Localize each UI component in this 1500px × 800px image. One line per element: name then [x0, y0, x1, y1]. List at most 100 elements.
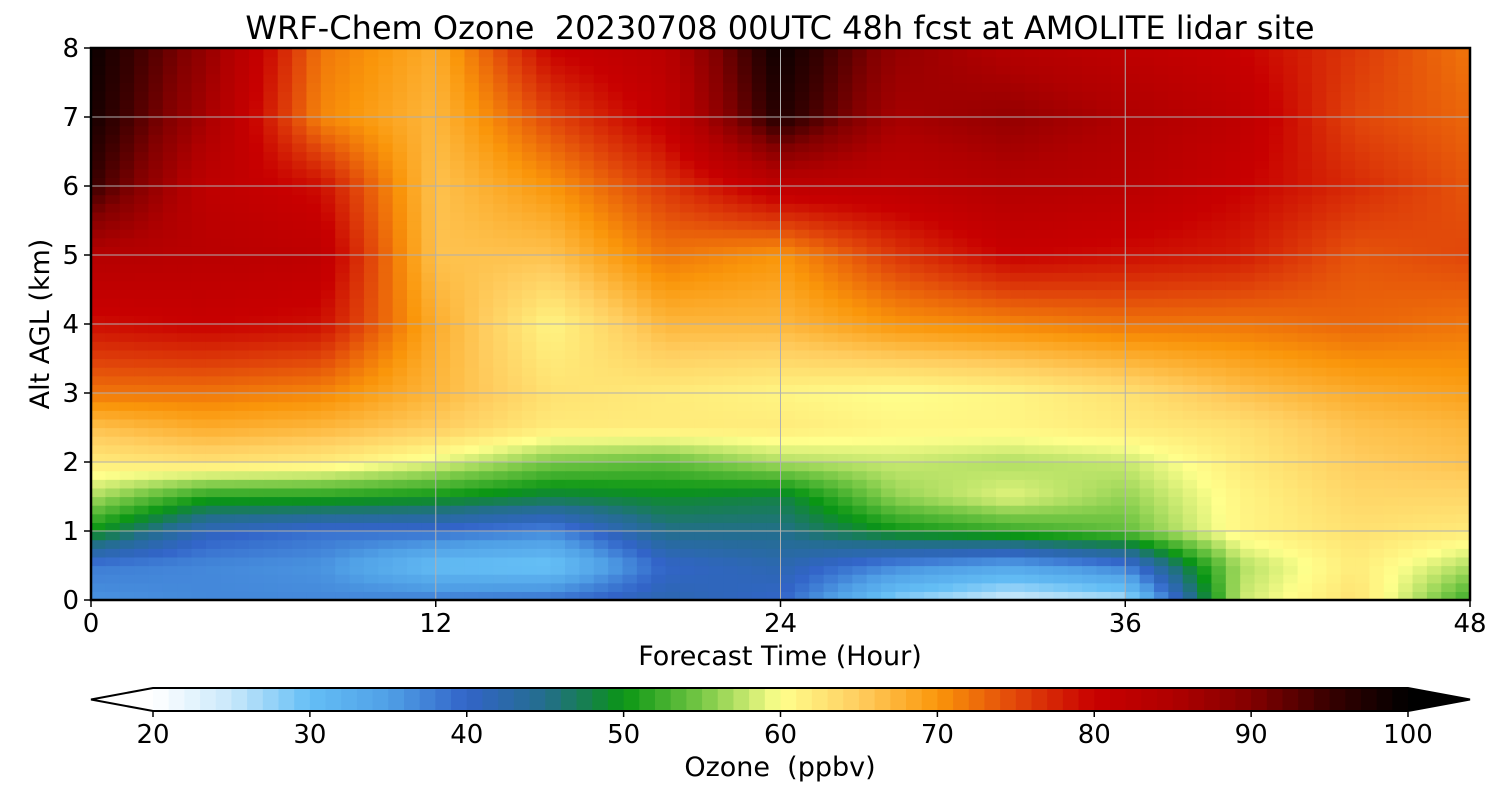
heatmap-cell: [665, 289, 681, 299]
heatmap-cell: [952, 306, 968, 316]
heatmap-cell: [1096, 565, 1112, 575]
heatmap-cell: [550, 487, 566, 498]
heatmap-cell: [1412, 384, 1428, 394]
heatmap-cell: [1039, 565, 1055, 575]
heatmap-cell: [1369, 220, 1385, 230]
heatmap-cell: [148, 565, 164, 575]
heatmap-cell: [1010, 444, 1026, 454]
heatmap-cell: [91, 539, 106, 549]
heatmap-cell: [967, 263, 983, 273]
heatmap-cell: [1383, 272, 1399, 282]
heatmap-cell: [550, 194, 566, 204]
heatmap-cell: [205, 462, 221, 472]
heatmap-cell: [1254, 565, 1270, 575]
heatmap-cell: [1153, 177, 1169, 187]
heatmap-cell: [1441, 453, 1457, 463]
heatmap-cell: [249, 229, 264, 239]
heatmap-cell: [1067, 401, 1083, 411]
heatmap-cell: [809, 160, 825, 170]
heatmap-cell: [1153, 358, 1169, 368]
heatmap-cell: [766, 358, 782, 368]
heatmap-cell: [1412, 298, 1428, 308]
heatmap-cell: [1398, 229, 1414, 239]
heatmap-cell: [866, 487, 882, 498]
heatmap-cell: [1326, 194, 1342, 204]
heatmap-cell: [866, 324, 882, 334]
heatmap-cell: [723, 272, 738, 282]
heatmap-cell: [536, 168, 552, 178]
heatmap-cell: [191, 496, 207, 506]
heatmap-cell: [1398, 358, 1414, 368]
heatmap-cell: [1225, 324, 1241, 334]
heatmap-cell: [277, 211, 293, 222]
heatmap-cell: [1355, 332, 1371, 342]
heatmap-cell: [464, 349, 480, 360]
heatmap-cell: [1197, 358, 1213, 368]
heatmap-cell: [579, 401, 595, 411]
heatmap-cell: [809, 246, 825, 256]
heatmap-cell: [1039, 177, 1055, 187]
heatmap-cell: [292, 349, 308, 360]
heatmap-cell: [119, 375, 135, 385]
heatmap-cell: [1369, 470, 1385, 480]
heatmap-cell: [1297, 401, 1313, 411]
heatmap-cell: [435, 168, 451, 178]
heatmap-cell: [378, 151, 394, 161]
heatmap-cell: [579, 341, 595, 351]
heatmap-cell: [177, 427, 193, 437]
heatmap-cell: [277, 220, 293, 230]
heatmap-cell: [737, 427, 753, 437]
heatmap-cell: [1254, 367, 1270, 377]
heatmap-cell: [565, 582, 580, 592]
heatmap-cell: [1268, 324, 1284, 334]
heatmap-cell: [450, 462, 466, 472]
heatmap-cell: [1096, 168, 1112, 178]
heatmap-cell: [105, 522, 121, 532]
heatmap-cell: [263, 246, 279, 256]
heatmap-cell: [1383, 306, 1399, 316]
heatmap-cell: [1168, 444, 1184, 454]
heatmap-cell: [636, 315, 652, 325]
heatmap-cell: [1039, 384, 1055, 394]
heatmap-cell: [105, 263, 121, 273]
heatmap-cell: [1326, 203, 1342, 213]
heatmap-cell: [148, 229, 164, 239]
heatmap-cell: [1369, 582, 1385, 592]
heatmap-cell: [220, 496, 236, 506]
heatmap-cell: [723, 470, 738, 480]
heatmap-cell: [478, 565, 494, 575]
heatmap-cell: [737, 522, 753, 532]
heatmap-cell: [1096, 177, 1112, 187]
heatmap-cell: [679, 168, 695, 178]
heatmap-cell: [766, 401, 782, 411]
heatmap-cell: [794, 306, 810, 316]
heatmap-cell: [938, 384, 954, 394]
heatmap-cell: [565, 496, 580, 506]
heatmap-cell: [1153, 332, 1169, 342]
heatmap-cell: [320, 574, 336, 584]
heatmap-cell: [134, 556, 150, 567]
heatmap-cell: [105, 427, 121, 437]
heatmap-cell: [679, 211, 695, 222]
heatmap-cell: [1082, 505, 1098, 515]
heatmap-cell: [507, 168, 523, 178]
heatmap-cell: [392, 410, 408, 420]
heatmap-cell: [1096, 505, 1112, 515]
heatmap-cell: [881, 513, 897, 523]
heatmap-cell: [277, 289, 293, 299]
heatmap-cell: [679, 186, 695, 196]
heatmap-cell: [1426, 211, 1442, 222]
heatmap-cell: [1110, 272, 1126, 282]
heatmap-cell: [306, 211, 322, 222]
heatmap-cell: [967, 177, 983, 187]
heatmap-cell: [1240, 375, 1256, 385]
heatmap-cell: [895, 513, 911, 523]
heatmap-cell: [1010, 151, 1026, 161]
heatmap-cell: [1153, 513, 1169, 523]
heatmap-cell: [809, 177, 825, 187]
heatmap-cell: [363, 194, 379, 204]
heatmap-cell: [335, 229, 351, 239]
heatmap-cell: [521, 272, 537, 282]
heatmap-cell: [263, 160, 279, 170]
heatmap-cell: [349, 522, 365, 532]
